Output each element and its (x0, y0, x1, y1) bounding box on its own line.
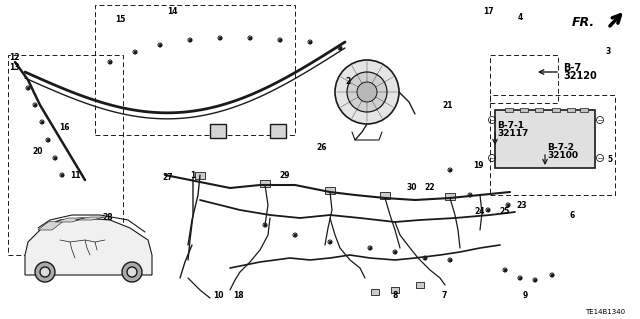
Text: 24: 24 (475, 207, 485, 217)
Bar (490, 95, 615, 195)
Text: 22: 22 (425, 183, 435, 192)
Bar (195, 172, 205, 179)
Polygon shape (25, 218, 152, 275)
Bar (552, 108, 560, 112)
Text: B-7: B-7 (563, 63, 581, 73)
Text: 25: 25 (500, 207, 510, 217)
Bar (8, 55, 123, 255)
Text: 19: 19 (473, 160, 483, 169)
Text: 30: 30 (407, 183, 417, 192)
Bar (391, 287, 399, 293)
Bar (371, 289, 379, 295)
Bar (445, 192, 455, 199)
Bar (535, 108, 543, 112)
Text: 6: 6 (570, 211, 575, 219)
Circle shape (357, 82, 377, 102)
Circle shape (40, 267, 50, 277)
Text: 15: 15 (115, 16, 125, 25)
Polygon shape (38, 220, 65, 230)
Text: 32117: 32117 (497, 129, 529, 137)
Polygon shape (55, 218, 85, 222)
Text: 4: 4 (517, 13, 523, 23)
Text: 26: 26 (317, 144, 327, 152)
Bar (567, 108, 575, 112)
Text: FR.: FR. (572, 16, 595, 28)
Text: B-7-2: B-7-2 (547, 144, 574, 152)
Text: B-7-1: B-7-1 (497, 121, 524, 130)
Text: TE14B1340: TE14B1340 (585, 309, 625, 315)
Text: 8: 8 (392, 291, 397, 300)
Text: 7: 7 (442, 291, 447, 300)
Bar (325, 187, 335, 194)
Bar (380, 191, 390, 198)
Bar (580, 108, 588, 112)
Circle shape (335, 60, 399, 124)
Circle shape (35, 262, 55, 282)
Bar (210, 124, 226, 138)
Text: 10: 10 (212, 291, 223, 300)
Bar (490, 55, 558, 103)
Text: 12: 12 (9, 54, 19, 63)
Text: 17: 17 (483, 8, 493, 17)
Text: 18: 18 (233, 291, 243, 300)
Text: 21: 21 (443, 100, 453, 109)
Text: 14: 14 (167, 8, 177, 17)
Text: 9: 9 (522, 291, 527, 300)
Polygon shape (75, 217, 105, 220)
Bar (270, 124, 286, 138)
Circle shape (122, 262, 142, 282)
Text: 1: 1 (190, 170, 196, 180)
Bar (505, 108, 513, 112)
Bar (520, 108, 528, 112)
Circle shape (347, 72, 387, 112)
Bar (260, 180, 270, 187)
Text: 32120: 32120 (563, 71, 596, 81)
Text: 16: 16 (59, 123, 69, 132)
Text: 23: 23 (516, 201, 527, 210)
Text: 11: 11 (70, 170, 80, 180)
Text: 29: 29 (280, 170, 291, 180)
Bar (416, 282, 424, 288)
Text: 28: 28 (102, 213, 113, 222)
Bar (95, 5, 295, 135)
Text: 13: 13 (9, 63, 19, 72)
Text: 20: 20 (33, 147, 44, 157)
Text: 27: 27 (163, 174, 173, 182)
Text: 3: 3 (605, 48, 611, 56)
Text: 5: 5 (607, 155, 612, 165)
Bar (495, 110, 595, 168)
Text: 2: 2 (346, 78, 351, 86)
Circle shape (127, 267, 137, 277)
Text: 32100: 32100 (547, 152, 578, 160)
